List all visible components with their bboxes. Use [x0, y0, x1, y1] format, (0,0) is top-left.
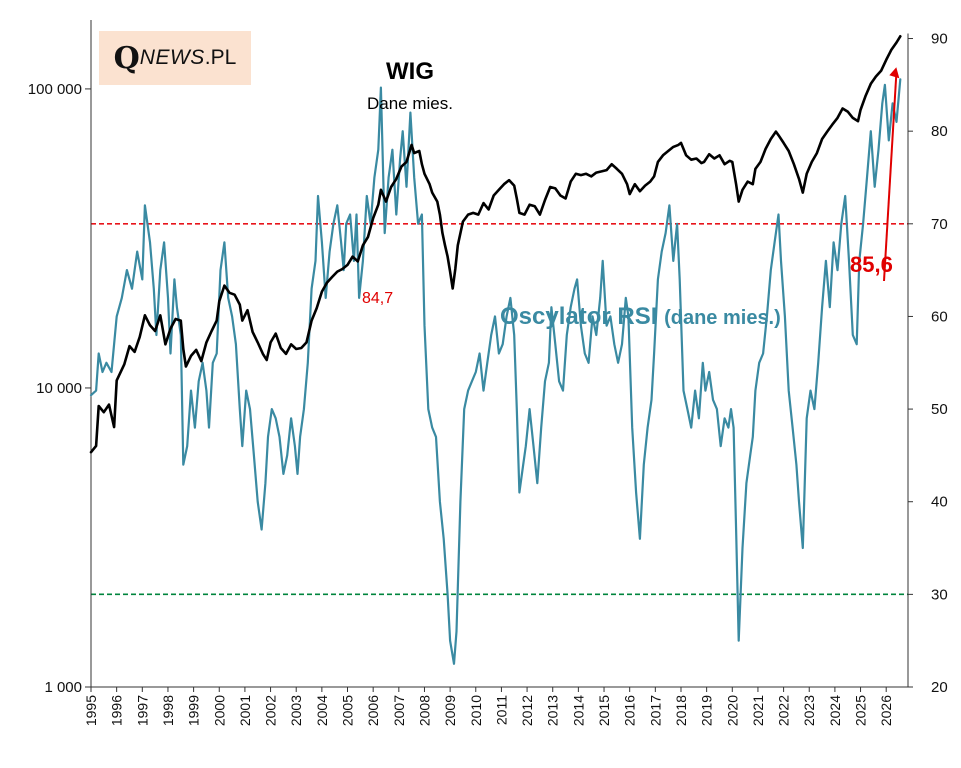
right-tick-label: 80	[931, 123, 948, 140]
chart-subtitle: Dane mies.	[367, 94, 453, 113]
right-tick-label: 50	[931, 401, 948, 418]
x-tick-label: 2006	[365, 695, 381, 726]
right-tick-label: 20	[931, 679, 948, 696]
logo-news: NEWS	[139, 46, 205, 69]
x-tick-label: 2008	[416, 695, 432, 726]
logo-q: Q	[113, 40, 140, 76]
x-tick-label: 2015	[596, 695, 612, 726]
right-tick-label: 40	[931, 494, 948, 511]
x-tick-label: 2003	[288, 695, 304, 726]
x-axis: 1995 1996 1997 1998 1999 2000 2001 2002 2003 2004…	[83, 686, 908, 726]
right-tick-label: 90	[931, 31, 948, 48]
x-tick-label: 2002	[263, 695, 279, 726]
reference-lines	[91, 223, 908, 596]
rsi-last-value-label: 85,6	[850, 252, 893, 277]
right-tick-label: 30	[931, 586, 948, 603]
x-tick-label: 2010	[468, 695, 484, 726]
x-tick-label: 2000	[211, 695, 227, 726]
chart-title: WIG	[386, 58, 434, 85]
x-tick-label: 2016	[622, 695, 638, 726]
x-tick-label: 2007	[391, 695, 407, 726]
x-tick-label: 2019	[699, 695, 715, 726]
series-layer	[89, 35, 902, 665]
x-tick-label: 2026	[878, 695, 894, 726]
wig-line	[89, 35, 902, 454]
x-tick-label: 1999	[186, 695, 202, 726]
left-tick-label: 1 000	[44, 679, 82, 696]
left-tick-label: 100 000	[28, 81, 82, 98]
x-tick-label: 2023	[801, 695, 817, 726]
annotation-arrow-layer	[883, 67, 900, 282]
x-tick-label: 2018	[673, 695, 689, 726]
x-tick-label: 1996	[109, 695, 125, 726]
rsi-line	[89, 78, 902, 665]
x-tick-label: 1995	[83, 695, 99, 726]
x-tick-label: 2001	[237, 695, 253, 726]
x-tick-label: 2004	[314, 695, 330, 726]
x-tick-label: 2017	[647, 695, 663, 726]
right-tick-label: 60	[931, 308, 948, 325]
rsi-series-label: Oscylator RSI (dane mies.)	[500, 303, 781, 331]
x-tick-label: 1997	[134, 695, 150, 726]
left-tick-label: 10 000	[36, 380, 82, 397]
logo-pl: .PL	[204, 46, 237, 69]
x-tick-label: 1998	[160, 695, 176, 726]
annotation-arrow-head	[889, 67, 900, 79]
x-tick-label: 2011	[493, 695, 509, 725]
left-axis: 1 000 10 000 100 000	[28, 20, 92, 696]
x-tick-label: 2021	[750, 695, 766, 726]
x-tick-label: 2012	[519, 695, 535, 726]
x-tick-label: 2022	[776, 695, 792, 726]
x-tick-label: 2020	[724, 695, 740, 726]
x-tick-label: 2009	[442, 695, 458, 726]
rsi-series-name: Oscylator RSI	[500, 303, 658, 330]
rsi-series-suffix: (dane mies.)	[664, 307, 781, 329]
annotation-arrow-shaft	[883, 74, 898, 282]
x-tick-label: 2014	[570, 695, 586, 726]
x-tick-label: 2005	[340, 695, 356, 726]
qnews-logo: Q NEWS .PL	[99, 31, 251, 85]
x-tick-label: 2025	[853, 695, 869, 726]
right-tick-label: 70	[931, 216, 948, 233]
x-tick-label: 2013	[545, 695, 561, 726]
right-axis: 20 30 40 50 60 70 80 90	[907, 31, 948, 696]
x-tick-label: 2024	[827, 695, 843, 726]
rsi-max-2006-label: 84,7	[362, 290, 394, 307]
